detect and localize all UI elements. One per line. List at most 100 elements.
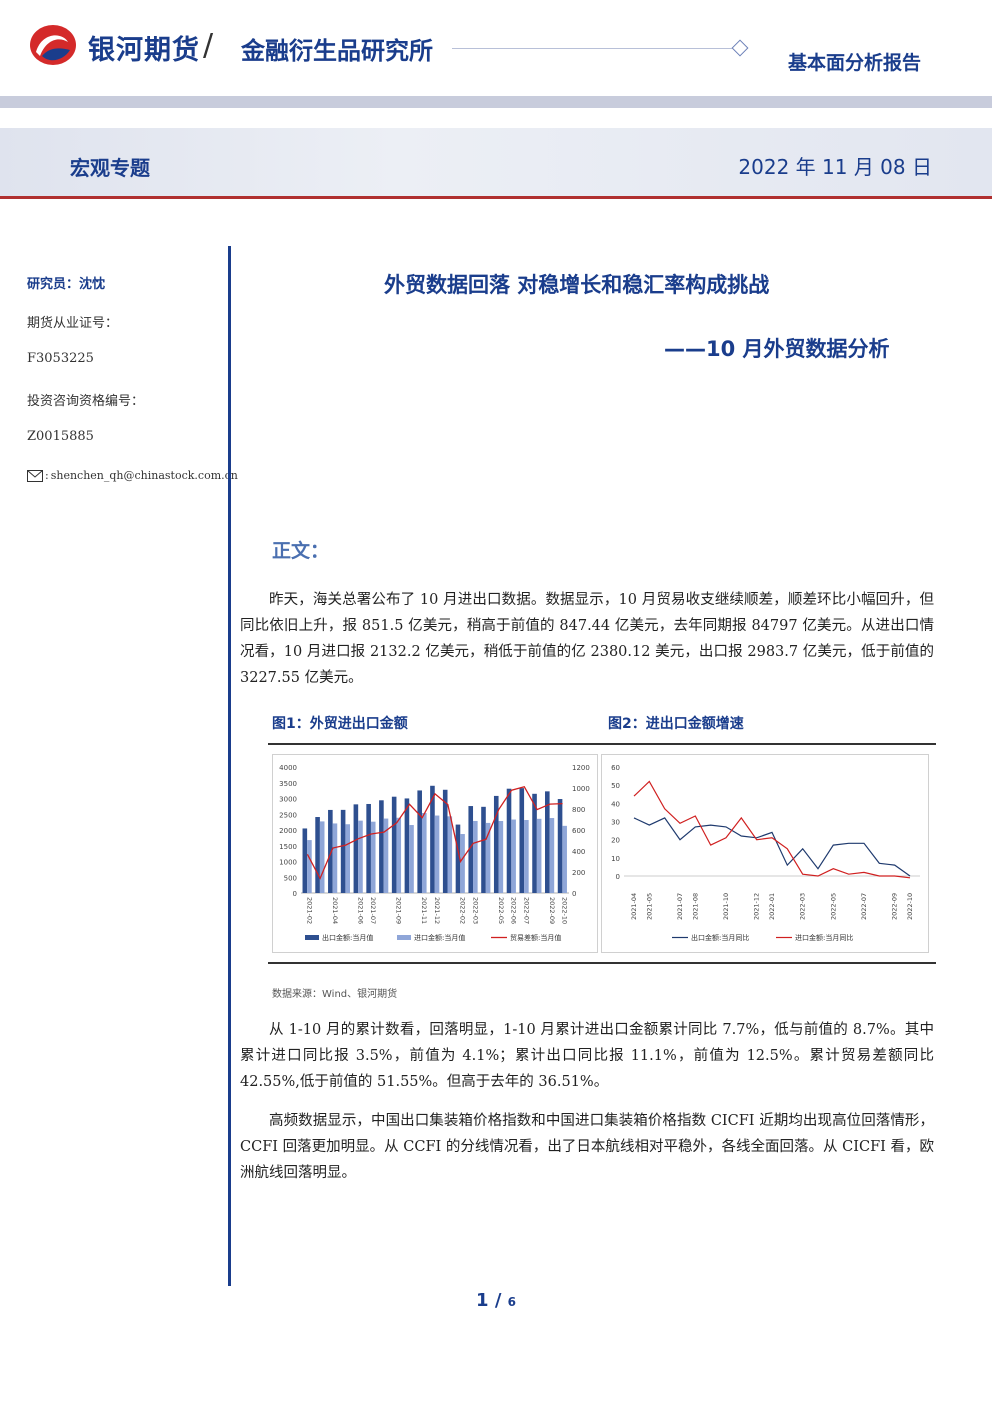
bar-import [511, 819, 516, 893]
bar-import [383, 818, 389, 893]
paragraph-2: 从 1-10 月的累计数看，回落明显，1-10 月累计进出口金额累计同比 7.7… [240, 1022, 934, 1090]
chart-1: 0 500 1000 1500 2000 2500 3000 3500 4000 0 200 400 6… [279, 764, 590, 942]
bar-export [353, 804, 359, 893]
bar-export [506, 788, 512, 893]
legend-label-balance: 贸易差额:当月值 [510, 933, 561, 942]
chart-2: 0 10 20 30 40 50 60 2021-04 2021-05 2021-07 2021-0… [611, 764, 920, 942]
bar-export [557, 799, 563, 893]
legend-label-export-yoy: 出口金额:当月同比 [691, 933, 749, 942]
data-source: 数据来源：Wind、银河期货 [272, 989, 398, 1000]
line-export-yoy [633, 817, 911, 877]
bar-import [319, 821, 325, 893]
x-tick-label: 2022-09 [548, 897, 556, 924]
x-tick-label: 2022-07 [522, 897, 530, 924]
bar-export [493, 795, 499, 893]
header-slash: / [203, 28, 214, 63]
bar-import [307, 840, 312, 893]
y-right-tick-label: 400 [572, 848, 585, 856]
chart-2-frame: 0 10 20 30 40 50 60 2021-04 2021-05 2021-07 2021-0… [601, 754, 929, 953]
y-left-tick-label: 3000 [279, 796, 297, 804]
y-right-tick-label: 600 [572, 827, 585, 835]
bar-export [328, 809, 333, 893]
brand-name: 银河期货 [88, 35, 200, 66]
page-number: 1 / 6 [476, 1290, 516, 1311]
page-header: 银河期货 / 金融衍生品研究所 基本面分析报告 [0, 0, 992, 96]
x-tick-label: 2022-05 [497, 897, 505, 924]
x-tick-label: 2022-01 [768, 893, 776, 920]
y-tick-label: 50 [611, 782, 620, 790]
bar-import [409, 825, 414, 893]
x-tick-label: 2021-07 [676, 893, 684, 920]
x-tick-label: 2021-04 [331, 897, 339, 924]
x-tick-label: 2021-11 [420, 897, 428, 924]
x-tick-label: 2021-06 [356, 897, 364, 924]
x-tick-label: 2021-02 [305, 897, 313, 924]
x-tick-label: 2022-10 [906, 893, 914, 920]
y-left-tick-label: 2000 [279, 827, 297, 835]
x-tick-label: 2022-09 [891, 893, 899, 920]
y-left-tick-label: 0 [293, 890, 297, 898]
x-tick-label: 2022-07 [860, 893, 868, 920]
report-date: 2022 年 11 月 08 日 [738, 155, 932, 179]
consult-number: Z0015885 [27, 429, 94, 444]
bar-import [345, 824, 351, 893]
legend-swatch-export [305, 935, 319, 940]
y-right-tick-label: 0 [572, 890, 576, 898]
section-band-rule [0, 196, 992, 199]
bar-export [545, 791, 550, 893]
page-sep: / [494, 1290, 502, 1311]
y-right-tick-label: 800 [572, 806, 585, 814]
consult-label: 投资咨询资格编号： [27, 394, 145, 409]
legend-swatch-import [397, 935, 411, 940]
x-tick-label: 2021-08 [691, 893, 699, 920]
figure-bottom-rule [268, 962, 936, 964]
bar-export [442, 789, 448, 893]
bar-import [460, 834, 465, 893]
y-right-tick-label: 200 [572, 869, 585, 877]
legend-label-export: 出口金额:当月值 [322, 933, 373, 942]
y-tick-label: 20 [611, 837, 620, 845]
y-left-tick-label: 3500 [279, 780, 297, 788]
bar-export [340, 809, 346, 893]
y-right-tick-label: 1200 [572, 764, 590, 772]
bar-export [315, 817, 320, 893]
paragraph-3: 高频数据显示，中国出口集装箱价格指数和中国进口集装箱价格指数 CICFI 近期均… [240, 1113, 934, 1181]
bar-export [391, 796, 397, 893]
bar-import [524, 820, 529, 893]
sidebar-divider [228, 246, 231, 1286]
bar-export [430, 785, 435, 893]
x-tick-label: 2022-05 [829, 893, 837, 920]
x-tick-label: 2021-07 [369, 897, 377, 924]
license-number: F3053225 [27, 351, 94, 366]
x-tick-label: 2021-04 [630, 893, 638, 920]
bar-import [485, 822, 491, 893]
email-link[interactable]: shenchen_qh@chinastock.com.cn [50, 469, 238, 482]
x-tick-label: 2022-03 [471, 897, 479, 924]
line-trade-balance [306, 785, 563, 880]
y-left-tick-label: 2500 [279, 811, 297, 819]
bar-export [519, 788, 525, 893]
y-tick-label: 10 [611, 855, 620, 863]
x-tick-label: 2021-12 [433, 897, 441, 924]
bar-export [417, 790, 422, 893]
bar-export [379, 800, 384, 893]
bar-import [396, 817, 402, 893]
bar-export [366, 803, 371, 893]
galaxy-logo-icon [30, 25, 76, 65]
license-label: 期货从业证号： [27, 316, 119, 331]
header-band [0, 96, 992, 108]
header-rule [452, 48, 732, 49]
bar-export [532, 793, 537, 893]
x-tick-label: 2021-05 [645, 893, 653, 920]
bar-import [473, 820, 478, 893]
body-heading: 正文： [272, 540, 330, 562]
bar-export [302, 828, 308, 893]
bar-export [455, 824, 461, 893]
bar-import [370, 821, 376, 893]
bar-import [447, 816, 453, 893]
report-subtitle: ——10 月外贸数据分析 [664, 337, 890, 361]
x-tick-label: 2021-12 [753, 893, 761, 920]
bar-import [536, 818, 542, 893]
figure-1-caption: 图1：外贸进出口金额 [272, 716, 408, 732]
bar-import [498, 820, 504, 893]
